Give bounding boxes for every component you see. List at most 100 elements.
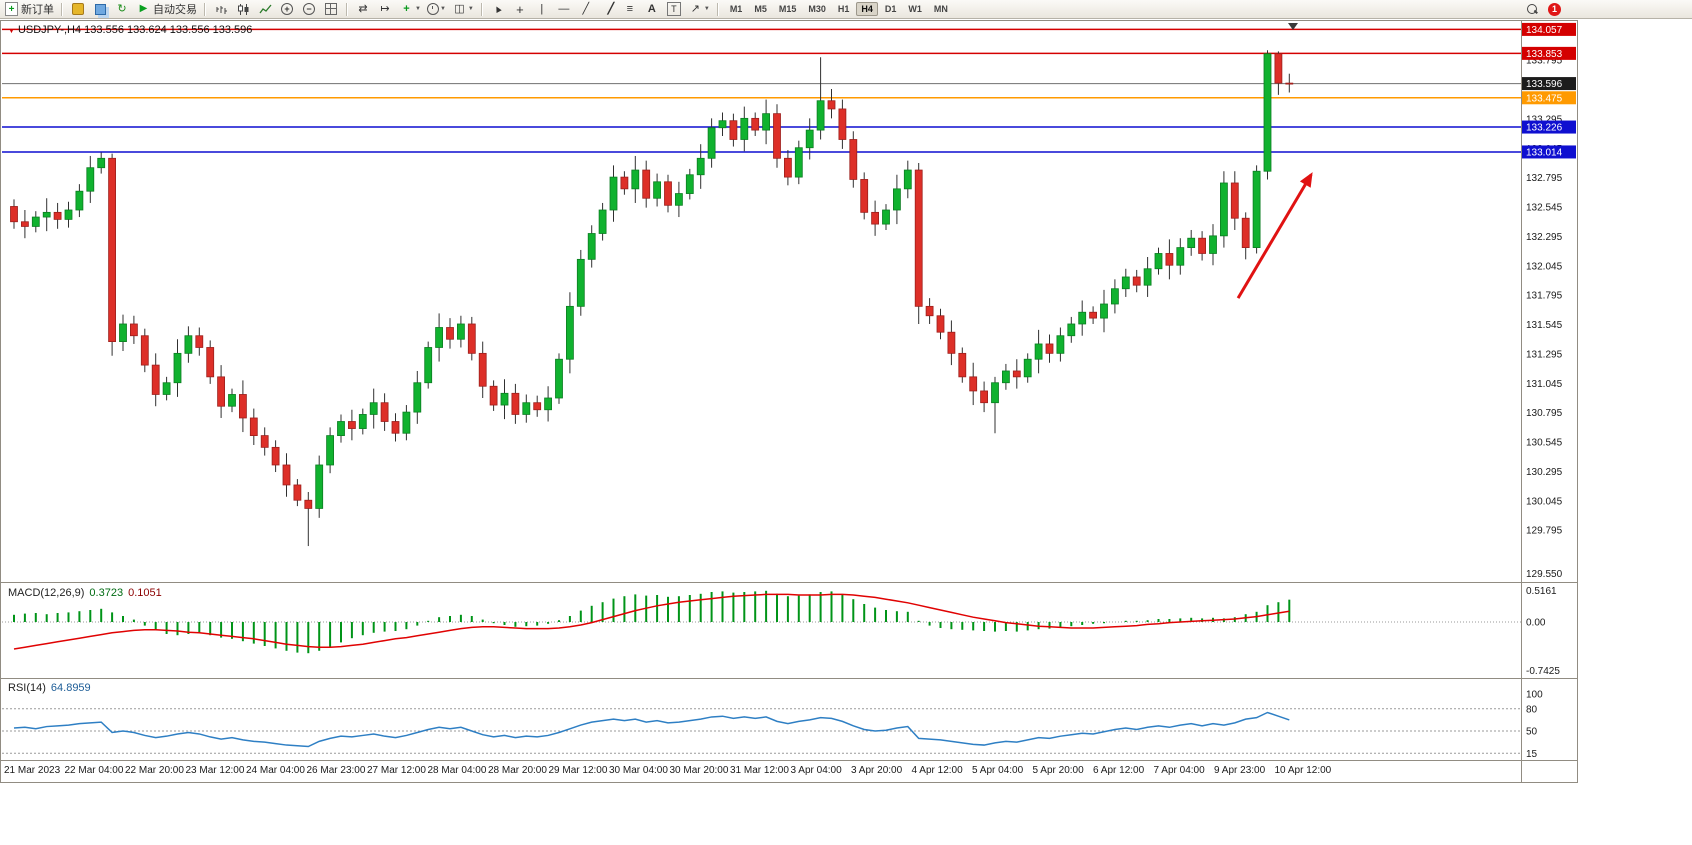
svg-text:0.00: 0.00 — [1526, 618, 1546, 629]
svg-text:50: 50 — [1526, 727, 1538, 738]
candle — [882, 209, 890, 225]
candle — [489, 385, 498, 406]
candle — [544, 397, 552, 411]
svg-text:28 Mar 20:00: 28 Mar 20:00 — [488, 765, 547, 776]
svg-text:134.057: 134.057 — [1526, 25, 1563, 36]
cursor-tool-button[interactable]: ▲ — [488, 1, 508, 17]
candle — [446, 327, 454, 340]
timeframe-button-m15[interactable]: M15 — [778, 4, 797, 14]
crosshair-tool-button[interactable]: + — [510, 1, 530, 17]
trendline-tool-button[interactable]: ╱ — [576, 1, 596, 17]
timeframe-button-m1[interactable]: M1 — [729, 4, 743, 14]
search-button[interactable] — [1522, 1, 1542, 17]
candle — [903, 169, 912, 190]
svg-text:133.853: 133.853 — [1526, 49, 1563, 60]
new-order-icon: + — [5, 2, 18, 16]
candle — [500, 392, 509, 406]
timeframe-button-m30[interactable]: M30 — [808, 4, 826, 14]
vertical-line-icon: | — [540, 2, 544, 15]
chevron-down-icon: ▼ — [467, 6, 474, 12]
tile-windows-button[interactable] — [321, 1, 341, 17]
candle — [576, 258, 585, 307]
timeframe-button-w1[interactable]: W1 — [908, 4, 922, 14]
fibonacci-icon: ≡ — [626, 2, 634, 15]
svg-text:132.545: 132.545 — [1526, 203, 1563, 214]
new-order-button[interactable]: + 新订单 — [3, 1, 56, 17]
trend-arrow-head — [1299, 172, 1313, 188]
line-chart-button[interactable] — [255, 1, 275, 17]
candle — [228, 394, 236, 407]
notification-badge[interactable]: 1 — [1548, 2, 1561, 16]
candle — [75, 190, 84, 211]
price-badge — [1522, 91, 1576, 105]
candle — [762, 113, 770, 131]
horizontal-line-tool-button[interactable]: — — [554, 1, 574, 17]
zoom-in-button[interactable]: + — [277, 1, 297, 17]
toolbar-separator — [204, 2, 206, 16]
refresh-button[interactable]: ↻ — [112, 1, 132, 17]
svg-text:22 Mar 20:00: 22 Mar 20:00 — [125, 765, 184, 776]
candle — [195, 335, 204, 348]
timeframe-button-m5[interactable]: M5 — [754, 4, 767, 14]
timeframe-button-h1[interactable]: H1 — [837, 4, 850, 14]
candle — [936, 315, 945, 333]
indicators-button[interactable]: + ▼ — [397, 1, 423, 17]
templates-button[interactable]: ◫ ▼ — [450, 1, 476, 17]
timeframe-button-mn[interactable]: MN — [933, 4, 948, 14]
charts-stack-button[interactable] — [90, 1, 110, 17]
fibonacci-tool-button[interactable]: ≡ — [620, 1, 640, 17]
candle — [53, 211, 62, 220]
svg-text:23 Mar 12:00: 23 Mar 12:00 — [186, 765, 245, 776]
svg-text:7 Apr 04:00: 7 Apr 04:00 — [1154, 765, 1206, 776]
hammer-icon — [72, 3, 84, 15]
candle — [1100, 303, 1108, 319]
auto-scroll-button[interactable]: ⇄ — [353, 1, 373, 17]
price-badge — [1522, 46, 1576, 60]
svg-text:3 Apr 20:00: 3 Apr 20:00 — [851, 765, 903, 776]
svg-text:29 Mar 12:00: 29 Mar 12:00 — [549, 765, 608, 776]
candle — [10, 206, 18, 223]
candle — [1176, 247, 1185, 266]
zoom-out-button[interactable]: − — [299, 1, 319, 17]
candle — [184, 335, 193, 354]
toolbar-separator — [716, 2, 719, 16]
candle — [685, 174, 694, 194]
candle — [435, 327, 444, 348]
candle — [1285, 82, 1294, 85]
arrows-tool-button[interactable]: ↗ ▼ — [686, 1, 712, 17]
channel-tool-button[interactable]: ╱╱ — [598, 1, 618, 17]
svg-text:131.545: 131.545 — [1526, 320, 1563, 331]
svg-text:130.295: 130.295 — [1526, 467, 1563, 478]
candle — [751, 117, 760, 131]
candle — [914, 169, 923, 307]
candle — [97, 157, 106, 169]
chart-shift-marker[interactable] — [1288, 23, 1298, 30]
candle — [1230, 182, 1239, 219]
autotrade-button[interactable]: ▶ 自动交易 — [134, 1, 199, 17]
candle — [129, 323, 138, 337]
candle — [947, 331, 956, 354]
periods-button[interactable]: ▼ — [425, 1, 448, 17]
vertical-line-tool-button[interactable]: | — [532, 1, 552, 17]
candle — [805, 129, 814, 149]
timeframe-button-d1[interactable]: D1 — [884, 4, 897, 14]
candle — [271, 446, 280, 466]
svg-text:130.545: 130.545 — [1526, 438, 1563, 449]
svg-text:10 Apr 12:00: 10 Apr 12:00 — [1275, 765, 1332, 776]
bar-chart-button[interactable] — [211, 1, 231, 17]
candle — [315, 464, 324, 509]
candle — [598, 209, 607, 234]
candle — [729, 120, 738, 140]
trend-arrow[interactable] — [1236, 173, 1313, 299]
candle — [675, 193, 683, 206]
hammer-button[interactable] — [68, 1, 88, 17]
candle — [1089, 311, 1097, 319]
candle — [1143, 268, 1152, 286]
chart-shift-button[interactable]: ↦ — [375, 1, 395, 17]
timeframe-button-h4[interactable]: H4 — [856, 2, 878, 16]
text-tool-button[interactable]: A — [642, 1, 662, 17]
candlestick-chart-button[interactable] — [233, 1, 253, 17]
text-label-tool-button[interactable]: T — [664, 1, 684, 17]
